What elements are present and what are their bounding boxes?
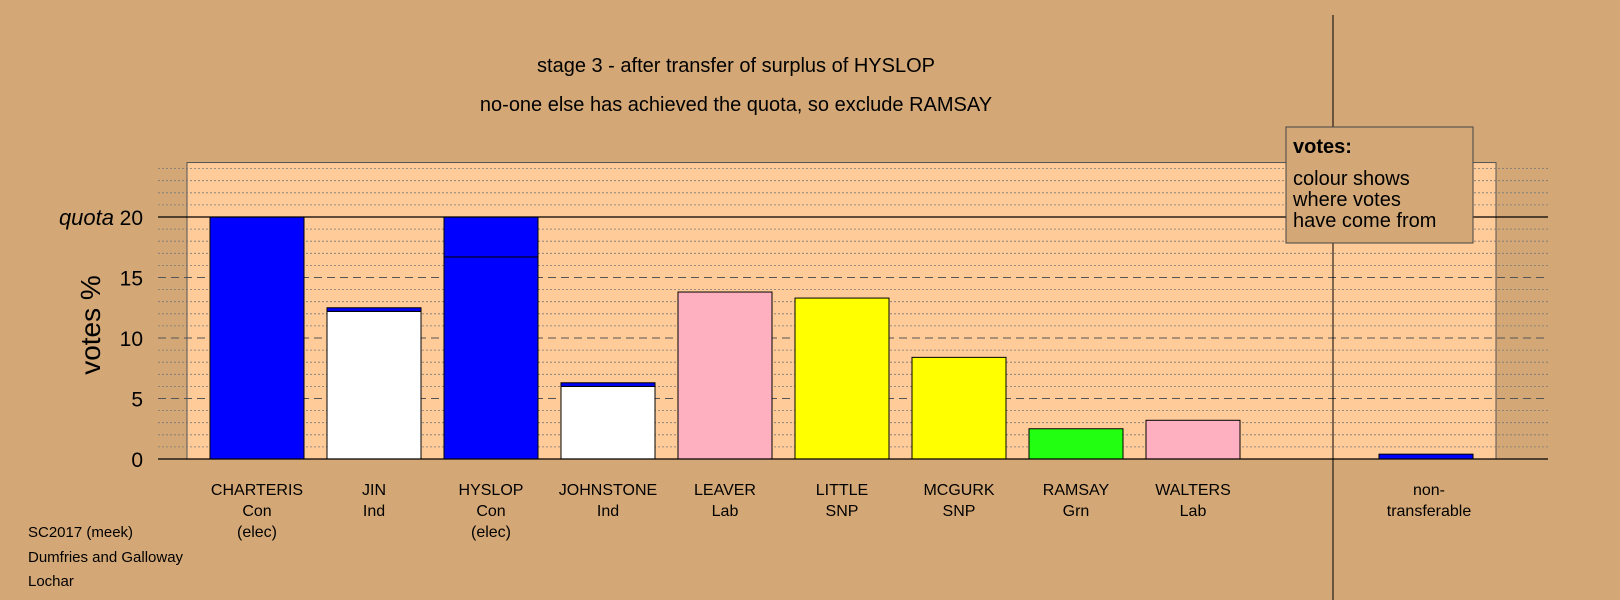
- candidate-party: Lab: [712, 503, 739, 520]
- bar-segment: [560, 382, 656, 387]
- quota-label: quota: [59, 205, 114, 230]
- bar-segment: [911, 356, 1007, 460]
- bar-segment: [209, 216, 305, 460]
- bar-segment: [1145, 419, 1241, 460]
- y-tick-label: 20: [120, 207, 143, 230]
- bar-segment: [326, 307, 422, 312]
- candidate-name: MCGURK: [923, 482, 994, 499]
- candidate-status: (elec): [471, 524, 511, 541]
- chart-subtitle: no-one else has achieved the quota, so e…: [480, 94, 992, 116]
- candidate-party: SNP: [943, 503, 976, 520]
- candidate-name: HYSLOP: [459, 482, 524, 499]
- candidate-name: RAMSAY: [1043, 482, 1110, 499]
- candidate-party: Ind: [597, 503, 619, 520]
- legend-line-2: where votes: [1292, 189, 1401, 211]
- footer-council: Dumfries and Galloway: [28, 549, 184, 566]
- candidate-status: (elec): [237, 524, 277, 541]
- candidate-party: Con: [242, 503, 271, 520]
- nontransferable-label-1: non-: [1413, 482, 1445, 499]
- candidate-name: WALTERS: [1155, 482, 1231, 499]
- candidate-party: Con: [476, 503, 505, 520]
- bar-segment: [1028, 428, 1124, 460]
- y-tick-label: 10: [120, 328, 143, 351]
- legend-title: votes:: [1293, 136, 1352, 158]
- nontransferable-bar: [1378, 453, 1474, 460]
- bar-segment: [443, 256, 539, 460]
- bar-segment: [443, 216, 539, 258]
- y-tick-label: 5: [131, 389, 143, 412]
- candidate-name: CHARTERIS: [211, 482, 303, 499]
- bar-segment: [677, 291, 773, 460]
- legend-line-1: colour shows: [1293, 168, 1410, 190]
- footer-ward: Lochar: [28, 573, 74, 590]
- plot-area: 0 5 10 15 20 CHARTERIS Con (elec) JIN Ind HYSLOP Co…: [120, 15, 1548, 600]
- candidate-name: JOHNSTONE: [559, 482, 657, 499]
- candidate-name: JIN: [362, 482, 386, 499]
- y-tick-label: 15: [120, 268, 143, 291]
- candidate-party: Grn: [1063, 503, 1090, 520]
- footer-election: SC2017 (meek): [28, 524, 134, 541]
- nontransferable-label-2: transferable: [1387, 503, 1472, 520]
- chart-title: stage 3 - after transfer of surplus of H…: [537, 55, 935, 77]
- legend-box: votes: colour shows where votes have com…: [1285, 126, 1474, 244]
- legend-line-3: have come from: [1293, 210, 1436, 232]
- bar-segment: [326, 310, 422, 460]
- bar-segment: [560, 385, 656, 460]
- candidate-name: LITTLE: [816, 482, 868, 499]
- y-axis-label: votes %: [75, 275, 106, 375]
- candidate-name: LEAVER: [694, 482, 756, 499]
- candidate-party: Lab: [1180, 503, 1207, 520]
- y-tick-label: 0: [131, 449, 143, 472]
- bar-segment: [794, 297, 890, 460]
- candidate-party: SNP: [826, 503, 859, 520]
- candidate-party: Ind: [363, 503, 385, 520]
